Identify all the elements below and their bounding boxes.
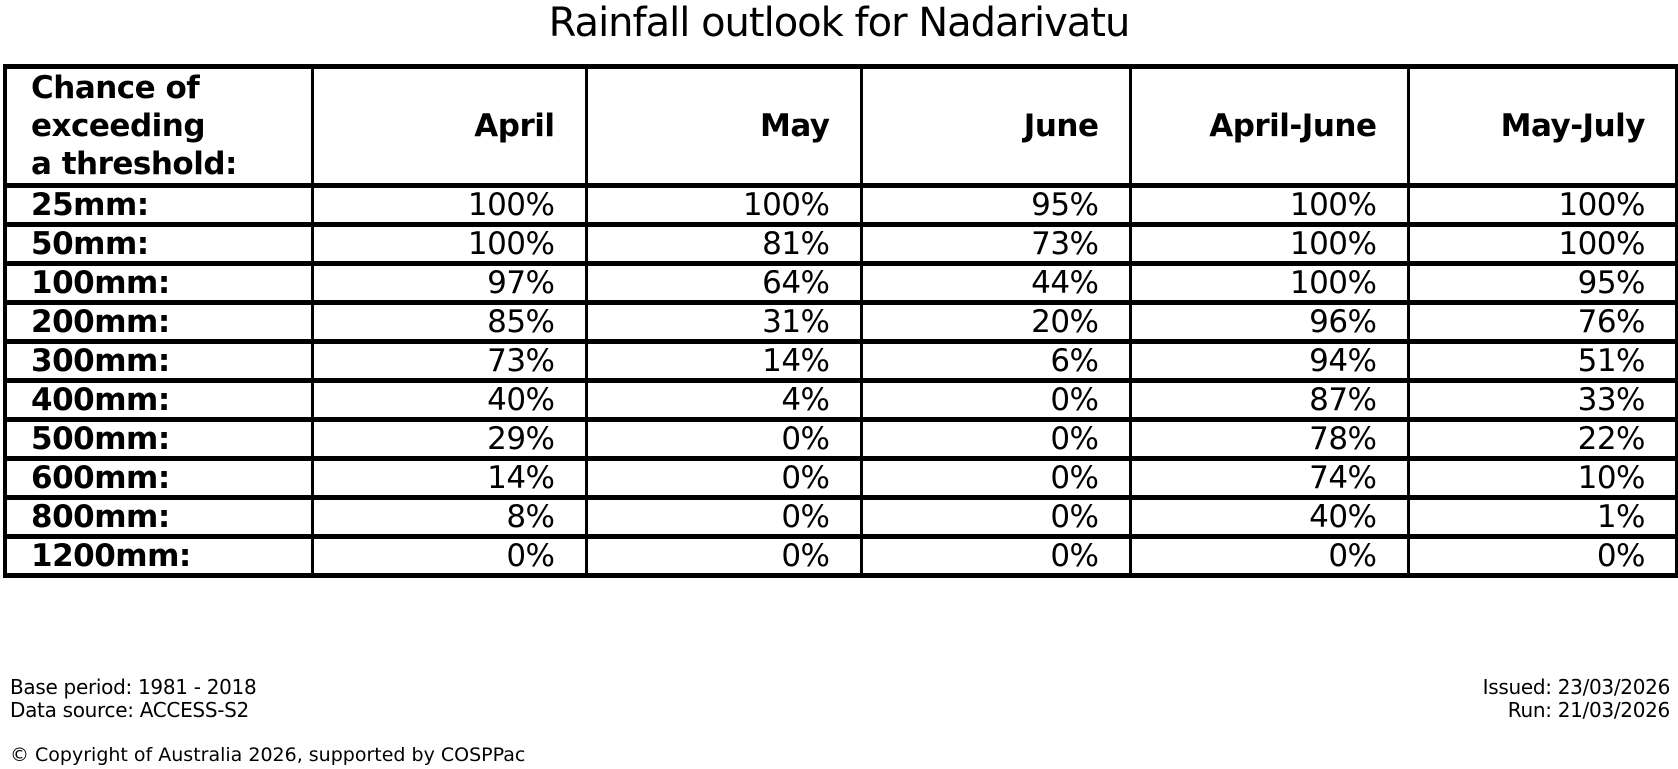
row-label: 600mm: (3, 456, 314, 500)
value-cell: 100% (1406, 183, 1678, 227)
column-header-may: May (584, 64, 863, 188)
row-label: 1200mm: (3, 534, 314, 578)
value-cell: 100% (1128, 183, 1410, 227)
table-row: 800mm: 8% 0% 0% 40% 1% (3, 495, 1678, 539)
table-row: 200mm: 85% 31% 20% 96% 76% (3, 300, 1678, 344)
value-cell: 10% (1406, 456, 1678, 500)
column-header-may-july: May-July (1406, 64, 1678, 188)
corner-header-cell: Chance of exceeding a threshold: (3, 64, 314, 188)
row-label: 400mm: (3, 378, 314, 422)
value-cell: 0% (584, 456, 863, 500)
value-cell: 81% (584, 222, 863, 266)
row-label: 500mm: (3, 417, 314, 461)
value-cell: 0% (310, 534, 588, 578)
value-cell: 95% (1406, 261, 1678, 305)
row-label: 300mm: (3, 339, 314, 383)
data-source-text: Data source: ACCESS-S2 (10, 698, 249, 722)
value-cell: 0% (859, 417, 1132, 461)
table-row: 300mm: 73% 14% 6% 94% 51% (3, 339, 1678, 383)
value-cell: 100% (1128, 222, 1410, 266)
value-cell: 22% (1406, 417, 1678, 461)
value-cell: 1% (1406, 495, 1678, 539)
row-label: 200mm: (3, 300, 314, 344)
value-cell: 73% (859, 222, 1132, 266)
value-cell: 94% (1128, 339, 1410, 383)
value-cell: 51% (1406, 339, 1678, 383)
value-cell: 40% (1128, 495, 1410, 539)
row-label: 800mm: (3, 495, 314, 539)
value-cell: 95% (859, 183, 1132, 227)
table-row: 1200mm: 0% 0% 0% 0% 0% (3, 534, 1678, 578)
value-cell: 20% (859, 300, 1132, 344)
footer-right-block: Issued: 23/03/2026 Run: 21/03/2026 (1482, 675, 1671, 722)
value-cell: 31% (584, 300, 863, 344)
run-text: Run: 21/03/2026 (1507, 698, 1671, 722)
value-cell: 0% (1406, 534, 1678, 578)
value-cell: 76% (1406, 300, 1678, 344)
value-cell: 40% (310, 378, 588, 422)
value-cell: 44% (859, 261, 1132, 305)
value-cell: 97% (310, 261, 588, 305)
value-cell: 87% (1128, 378, 1410, 422)
value-cell: 100% (1128, 261, 1410, 305)
table-row: 100mm: 97% 64% 44% 100% 95% (3, 261, 1678, 305)
page-title: Rainfall outlook for Nadarivatu (548, 0, 1131, 46)
value-cell: 6% (859, 339, 1132, 383)
value-cell: 100% (310, 222, 588, 266)
value-cell: 0% (1128, 534, 1410, 578)
value-cell: 64% (584, 261, 863, 305)
rainfall-outlook-table: Chance of exceeding a threshold: April Ma… (3, 64, 1678, 578)
value-cell: 96% (1128, 300, 1410, 344)
value-cell: 0% (859, 378, 1132, 422)
base-period-text: Base period: 1981 - 2018 (10, 675, 257, 699)
value-cell: 0% (859, 456, 1132, 500)
row-label: 100mm: (3, 261, 314, 305)
value-cell: 85% (310, 300, 588, 344)
table-row: 600mm: 14% 0% 0% 74% 10% (3, 456, 1678, 500)
table-header-row: Chance of exceeding a threshold: April Ma… (3, 64, 1678, 188)
value-cell: 14% (310, 456, 588, 500)
table-row: 25mm: 100% 100% 95% 100% 100% (3, 183, 1678, 227)
value-cell: 100% (584, 183, 863, 227)
issued-text: Issued: 23/03/2026 (1482, 675, 1671, 699)
row-label: 25mm: (3, 183, 314, 227)
table-row: 400mm: 40% 4% 0% 87% 33% (3, 378, 1678, 422)
column-header-april: April (310, 64, 588, 188)
value-cell: 0% (584, 417, 863, 461)
value-cell: 33% (1406, 378, 1678, 422)
value-cell: 100% (1406, 222, 1678, 266)
column-header-june: June (859, 64, 1132, 188)
value-cell: 0% (859, 495, 1132, 539)
value-cell: 14% (584, 339, 863, 383)
value-cell: 100% (310, 183, 588, 227)
value-cell: 29% (310, 417, 588, 461)
value-cell: 8% (310, 495, 588, 539)
value-cell: 74% (1128, 456, 1410, 500)
footer-left-block: Base period: 1981 - 2018 Data source: AC… (10, 675, 257, 722)
value-cell: 73% (310, 339, 588, 383)
copyright-text: © Copyright of Australia 2026, supported… (10, 744, 526, 766)
value-cell: 78% (1128, 417, 1410, 461)
table-row: 50mm: 100% 81% 73% 100% 100% (3, 222, 1678, 266)
column-header-april-june: April-June (1128, 64, 1410, 188)
value-cell: 4% (584, 378, 863, 422)
table-row: 500mm: 29% 0% 0% 78% 22% (3, 417, 1678, 461)
value-cell: 0% (859, 534, 1132, 578)
row-label: 50mm: (3, 222, 314, 266)
value-cell: 0% (584, 534, 863, 578)
value-cell: 0% (584, 495, 863, 539)
